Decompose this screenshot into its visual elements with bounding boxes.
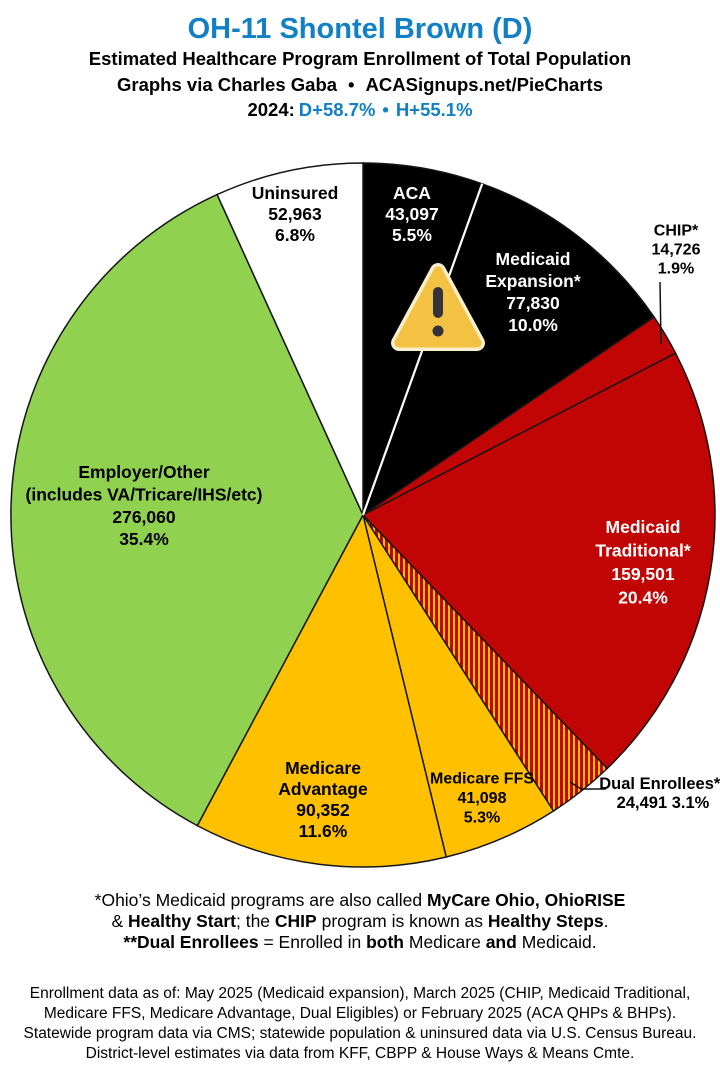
- slice-label-medicare-ffs-line-0: Medicare FFS: [430, 771, 534, 788]
- source-line: District-level estimates via data from K…: [85, 1045, 635, 1062]
- page-title: OH-11 Shontel Brown (D): [187, 13, 533, 45]
- slice-label-medicare-advantage-line-3: 11.6%: [299, 821, 348, 841]
- exclamation-bar: [433, 287, 443, 318]
- slice-label-medicaid-traditional-line-3: 20.4%: [618, 588, 668, 608]
- pie-slice-medicaid-expansion: [361, 182, 656, 517]
- credit-site: ACASignups.net/PieCharts: [365, 74, 603, 95]
- pie-slice-uninsured: [216, 162, 364, 516]
- pie-slice-employer-other: [10, 193, 364, 827]
- footnote-sources: Enrollment data as of: May 2025 (Medicai…: [0, 984, 720, 1064]
- credit-line: Graphs via Charles Gaba • ACASignups.net/P…: [0, 72, 720, 98]
- slice-label-medicaid-expansion-line-0: Medicaid: [496, 249, 571, 269]
- slice-label-medicare-ffs-line-2: 5.3%: [464, 810, 500, 827]
- source-line: Medicare FFS, Medicare Advantage, Dual E…: [43, 1005, 677, 1022]
- slice-label-chip-line-2: 1.9%: [658, 261, 694, 278]
- slice-label-employer-other-line-0: Employer/Other: [78, 462, 209, 482]
- footnote-line: *Ohio’s Medicaid programs are also calle…: [94, 890, 626, 910]
- slice-label-medicaid-expansion-line-2: 77,830: [506, 293, 560, 313]
- slice-label-aca-line-1: 43,097: [385, 204, 439, 224]
- pie-slice-medicaid-traditional: [361, 352, 716, 770]
- slice-label-chip-line-1: 14,726: [652, 242, 701, 259]
- leader-line-chip: [659, 281, 662, 345]
- source-line: Statewide program data via CMS; statewid…: [23, 1025, 697, 1042]
- slice-label-uninsured-line-1: 52,963: [268, 204, 322, 224]
- slice-label-aca-line-2: 5.5%: [392, 225, 432, 245]
- slice-label-dual-enrollees-line-0: Dual Enrollees**: [599, 775, 720, 793]
- slice-label-medicare-advantage-line-1: Advantage: [278, 779, 368, 799]
- header: OH-11 Shontel Brown (D) Estimated Health…: [0, 0, 720, 121]
- slice-label-uninsured-line-0: Uninsured: [252, 183, 339, 203]
- pie-chart: ACA 43,097 5.5% Medicaid Expansion* 77,830 10.…: [0, 155, 720, 875]
- slice-label-medicare-ffs-line-1: 41,098: [458, 790, 507, 807]
- slice-label-employer-other-line-3: 35.4%: [119, 529, 169, 549]
- year-label: 2024:: [247, 99, 295, 120]
- warning-triangle-icon: [391, 263, 485, 351]
- pie-slice-medicare-advantage: [196, 512, 448, 868]
- slice-label-employer-other-line-2: 276,060: [112, 507, 176, 527]
- house-margin: H+55.1%: [395, 99, 473, 120]
- credit-author: Graphs via Charles Gaba: [117, 74, 338, 95]
- slice-label-medicare-advantage-line-2: 90,352: [296, 800, 350, 820]
- slice-label-medicaid-expansion-line-3: 10.0%: [508, 315, 558, 335]
- footnote-programs: *Ohio’s Medicaid programs are also calle…: [0, 890, 720, 953]
- slice-label-uninsured-line-2: 6.8%: [275, 225, 315, 245]
- source-line: Enrollment data as of: May 2025 (Medicai…: [29, 985, 691, 1002]
- slice-label-medicaid-traditional-line-2: 159,501: [611, 564, 675, 584]
- slice-label-medicaid-traditional-line-1: Traditional*: [595, 541, 690, 561]
- leader-line-dual-enrollees: [569, 781, 606, 790]
- slice-label-chip-line-0: CHIP*: [654, 223, 699, 240]
- bullet-separator: •: [348, 74, 355, 95]
- subtitle: Estimated Healthcare Program Enrollment …: [88, 48, 632, 69]
- slice-label-aca-line-0: ACA: [393, 183, 431, 203]
- footnote-line: & Healthy Start; the CHIP program is kno…: [111, 911, 609, 931]
- pie-chart-svg: ACA43,0975.5%MedicaidExpansion*77,83010.…: [10, 162, 720, 868]
- election-margins: 2024: D+58.7% • H+55.1%: [0, 98, 720, 121]
- dem-margin: D+58.7%: [298, 99, 376, 120]
- slice-label-medicare-advantage-line-0: Medicare: [285, 758, 361, 778]
- slice-label-medicaid-expansion-line-1: Expansion*: [485, 271, 580, 291]
- bullet-separator-2: •: [382, 99, 389, 120]
- slice-label-employer-other-line-1: (includes VA/Tricare/IHS/etc): [26, 484, 263, 504]
- slice-label-medicaid-traditional-line-0: Medicaid: [606, 517, 681, 537]
- exclamation-dot: [432, 325, 444, 337]
- slice-label-dual-enrollees-line-1: 24,491 3.1%: [617, 794, 710, 812]
- footnote-line: **Dual Enrollees = Enrolled in both Medi…: [123, 932, 597, 952]
